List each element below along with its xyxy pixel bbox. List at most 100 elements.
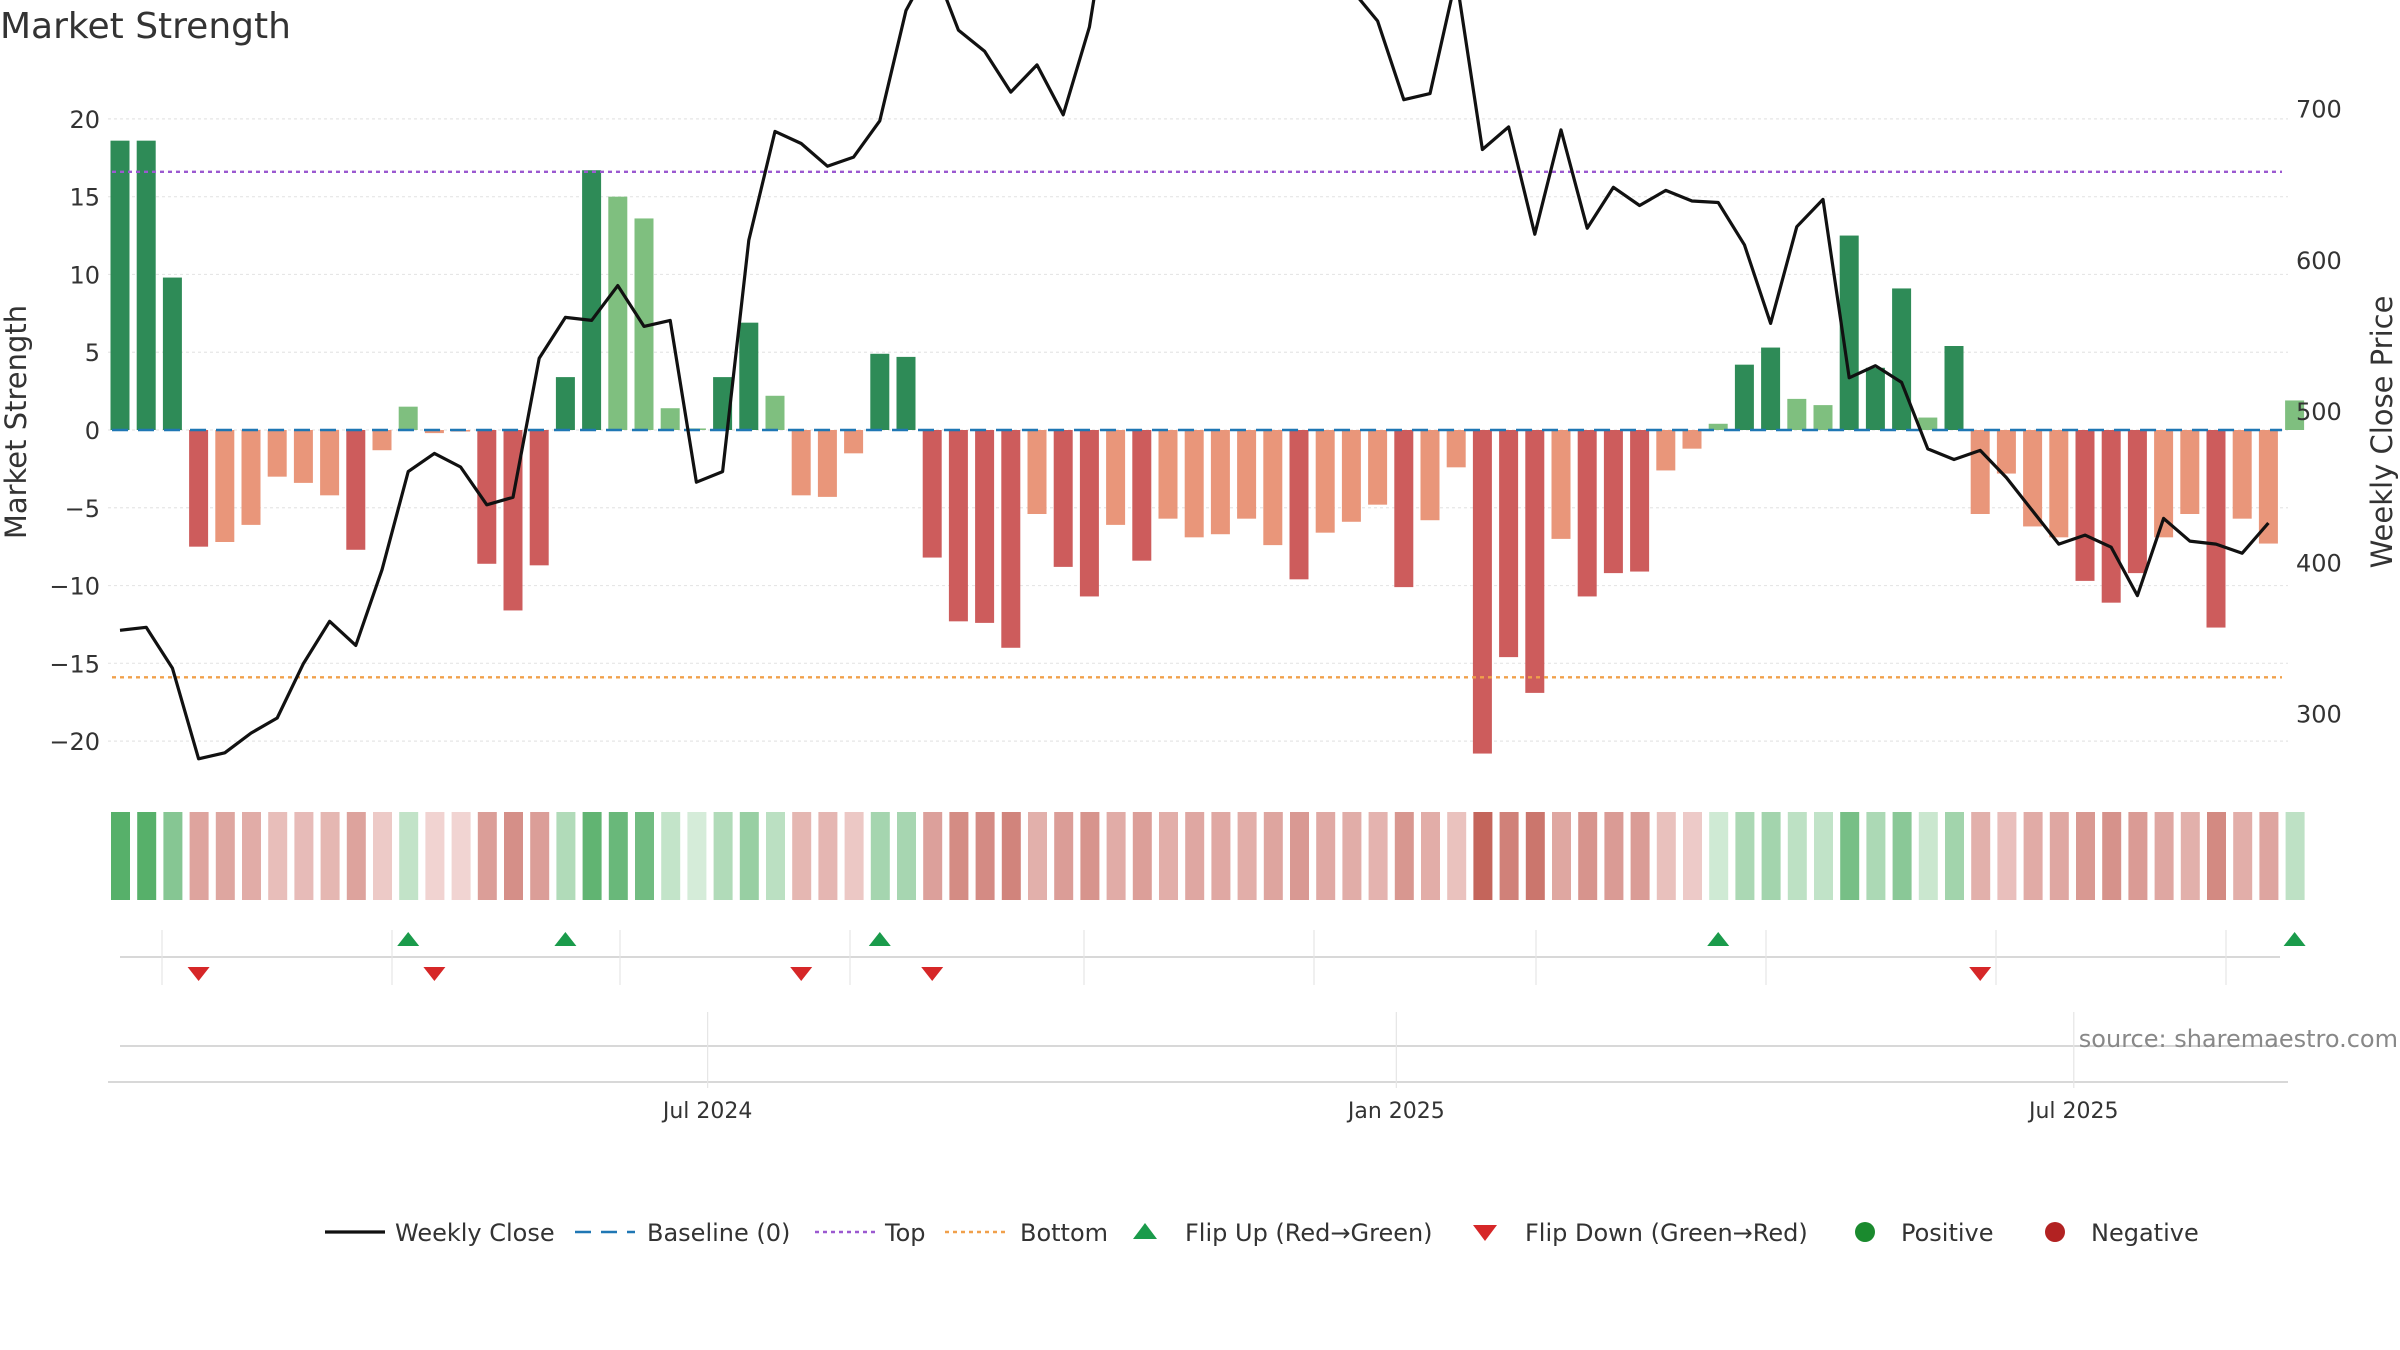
strength-cell [766,812,785,900]
strength-cell [713,812,733,900]
strength-bar [529,430,549,566]
strength-cell [1552,812,1571,900]
strength-cell [2154,812,2174,900]
strength-bar [1787,398,1807,430]
strength-bar [2075,430,2095,581]
strength-cell [1630,812,1650,900]
strength-bar [791,430,811,496]
strength-cell [1918,812,1938,900]
y-axis-label-right: Weekly Close Price [2365,296,2399,569]
y-tick-label-left: −10 [49,573,100,601]
strength-bars [110,140,2305,754]
legend-label: Positive [1901,1219,1994,1247]
strength-bar [267,430,287,477]
strength-bar [1315,430,1335,533]
circle-icon [1855,1222,1875,1242]
strength-cell [1787,812,1807,900]
strength-bar [2049,430,2069,538]
strength-cell [975,812,995,900]
strength-cell [1447,812,1467,900]
strength-bar [2285,400,2305,430]
strength-cell [1132,812,1152,900]
strength-cell [1735,812,1755,900]
legend-label: Top [884,1219,926,1247]
flip-up-marker [397,932,420,946]
strength-cell [923,812,943,900]
strength-cell [1394,812,1414,900]
strength-cell [897,812,916,900]
strength-bar [1525,430,1545,693]
y-tick-label-left: 5 [85,339,100,367]
strength-bar [1630,430,1650,572]
strength-bar [1603,430,1623,574]
strength-bar [896,356,916,430]
strength-bar [1970,430,1990,514]
strength-cell [661,812,681,900]
strength-bar [398,406,418,430]
strength-bar [948,430,968,622]
strength-bar [739,322,759,430]
date-axis-panel: Jul 2024 Jan 2025 Jul 2025 [108,1012,2288,1124]
flip-up-marker [1707,932,1730,946]
legend-item: Flip Down (Green→Red) [1473,1219,1808,1247]
strength-bar [1918,417,1938,430]
legend-label: Baseline (0) [647,1219,790,1247]
strength-bar [1446,430,1466,468]
strength-bar [1708,423,1728,430]
strength-cell [2102,812,2122,900]
strength-bar [346,430,366,550]
strength-bar [1289,430,1309,580]
strength-bar [1839,235,1859,430]
strength-bar [241,430,261,525]
strength-cell [399,812,419,900]
strength-bar [2258,430,2278,544]
legend-item: Bottom [945,1219,1108,1247]
legend-item: Negative [2045,1219,2199,1247]
strength-bar [1210,430,1230,535]
strength-cell [870,812,890,900]
strength-cell [242,812,261,900]
weekly-close-series [119,0,2270,761]
strength-cell [1028,812,1047,900]
strength-cell [739,812,759,900]
strength-cell [1185,812,1205,900]
legend-label: Flip Down (Green→Red) [1525,1219,1808,1247]
strength-cell [1656,812,1676,900]
strength-bar [1237,430,1257,519]
flip-up-marker [554,932,577,946]
strength-cell [1997,812,2017,900]
legend: Weekly Close Baseline (0) Top Bottom Flip Up… [325,1219,2199,1247]
strength-cell [1709,812,1729,900]
strength-bar [162,277,182,430]
strength-cell [2180,812,2200,900]
strength-cell [1814,812,1833,900]
strength-bar [1158,430,1178,519]
strength-cell [1080,812,1100,900]
y-tick-label-left: −5 [65,495,100,523]
strength-bar [608,196,628,430]
strength-bar [1577,430,1597,597]
strength-bar [1079,430,1099,597]
strength-cell [1316,812,1336,900]
strength-bar [1106,430,1126,525]
strength-bar [1420,430,1440,521]
strength-cell [556,812,576,900]
strength-bar [2232,430,2252,519]
strength-cell [111,812,130,900]
strength-bar [2154,430,2174,538]
strength-cell [1866,812,1886,900]
strength-bar [1551,430,1571,539]
strength-cell [1578,812,1598,900]
strength-bar [817,430,837,497]
strength-cell [1761,812,1781,900]
strength-cell [2128,812,2148,900]
strength-cell [477,812,497,900]
strength-bar [1027,430,1047,514]
y-tick-label-right: 500 [2296,398,2342,426]
y-tick-label-right: 300 [2296,700,2342,728]
strength-cell [2023,812,2043,900]
strength-bar [477,430,497,564]
x-tick-label: Jan 2025 [1346,1099,1445,1124]
strength-cell [1342,812,1362,900]
